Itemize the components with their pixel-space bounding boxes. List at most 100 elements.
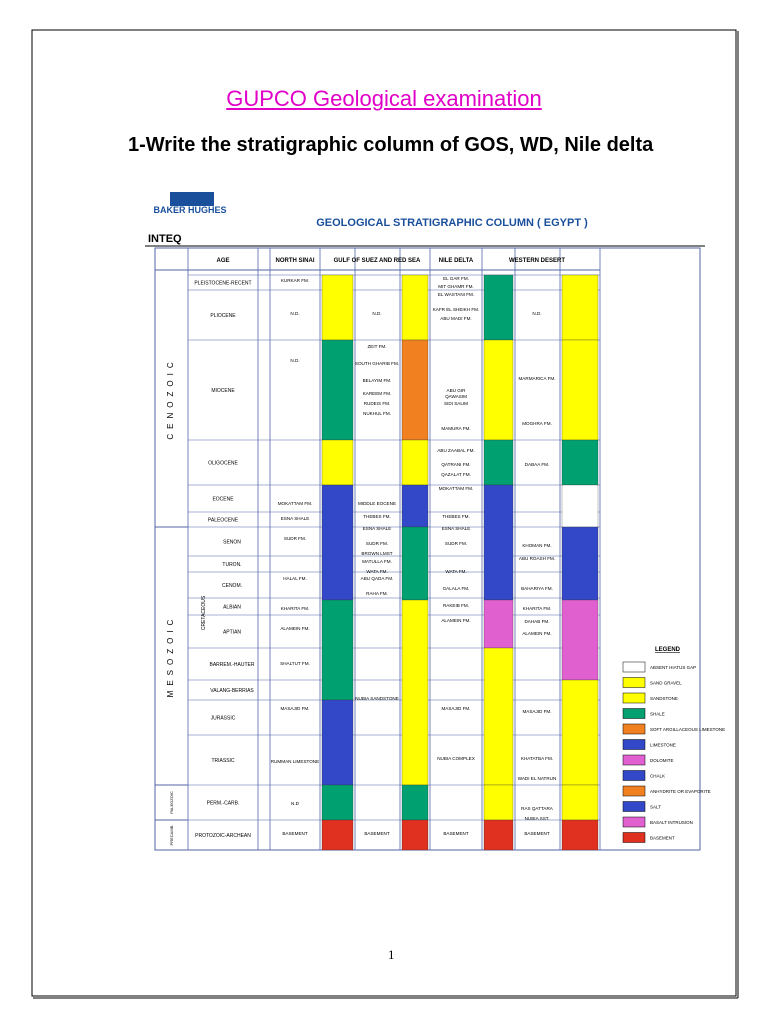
lithology-block [321, 484, 354, 601]
formation: ALAMEIN FM. [522, 631, 551, 636]
formation: ESNA SHALE [363, 526, 392, 531]
era-label: PRECAMB. [169, 825, 174, 846]
lithology-block [483, 599, 514, 649]
formation: SHALTUT FM. [280, 661, 310, 666]
age-label: CENOM. [222, 583, 242, 589]
formation: SUDR FM. [366, 541, 388, 546]
formation: BASEMENT [524, 831, 549, 836]
lithology-block [483, 484, 514, 601]
age-label: PLIOCENE [210, 313, 236, 319]
column-header: NORTH SINAI [276, 258, 315, 264]
formation: DAHAB FM. [524, 619, 549, 624]
lithology-block [483, 439, 514, 486]
age-label: SENON [223, 540, 241, 546]
lithology-block [561, 439, 599, 486]
legend-label: ANHYDRITE OR EVAPORITE [650, 789, 711, 794]
legend-label: SOFT ARGILLACEOUS LIMESTONE [650, 727, 725, 732]
lithology-block [401, 819, 429, 851]
age-label: TRIASSIC [211, 758, 234, 764]
legend-label: DOLOMITE [650, 758, 674, 763]
age-label: EOCENE [212, 497, 234, 503]
lithology-block [401, 439, 429, 486]
age-label: PALEOCENE [208, 518, 239, 524]
formation: RAKEIB FM. [443, 603, 469, 608]
legend-swatch [622, 754, 646, 766]
formation: ESNA SHALE [281, 516, 310, 521]
formation: WATA FM. [445, 569, 466, 574]
legend-swatch [622, 677, 646, 688]
formation: SOUTH GHARIB FM. [355, 361, 399, 366]
formation: KAREEM FM. [363, 391, 392, 396]
formation: MARMARICA FM. [518, 376, 555, 381]
formation: ABU ROASH FM. [519, 556, 555, 561]
legend-label: LIMESTONE [650, 743, 676, 748]
formation: MATULLA FM. [362, 559, 392, 564]
legend-swatch [622, 832, 646, 843]
legend-label: SAND GRAVEL [650, 681, 682, 686]
formation: BASEMENT [282, 831, 307, 836]
lithology-block [321, 339, 354, 441]
formation: NUBIA SST. [525, 816, 550, 821]
formation: SIDI SALIM [444, 401, 468, 406]
formation: MOKATTAM FM. [439, 486, 474, 491]
formation: MASAJID FM. [522, 709, 551, 714]
formation: KHARITA FM. [523, 606, 552, 611]
column-header: WESTERN DESERT [509, 258, 565, 264]
age-label: BARREM.-HAUTER [209, 662, 254, 668]
formation: ALAMEIN FM. [441, 618, 470, 623]
age-label: VALANG-BERRIAS [210, 688, 254, 694]
formation: ESNA SHALE [442, 526, 471, 531]
formation: DABAA FM. [525, 462, 550, 467]
legend-label: SANDSTONE [650, 696, 678, 701]
formation: KHATATBA FM. [521, 756, 553, 761]
formation: BROWN LMST [361, 551, 392, 556]
lithology-block [483, 647, 514, 786]
formation: QATRANI FM. [441, 462, 470, 467]
age-label: MIOCENE [211, 388, 235, 394]
age-label: PLEISTOCENE-RECENT [194, 281, 251, 287]
formation: MIDDLE EOCENE [358, 501, 396, 506]
formation: RAHA FM. [366, 591, 388, 596]
formation: MAMURA FM. [441, 426, 470, 431]
legend-swatch [622, 801, 646, 812]
age-label: PERM.-CARB. [207, 801, 240, 807]
age-label: TURON. [222, 562, 241, 568]
formation: MOKATTAM FM. [278, 501, 313, 506]
formation: SUDR FM. [445, 541, 467, 546]
legend-swatch [622, 739, 646, 750]
lithology-block [561, 819, 599, 851]
age-label: PROTOZOIC-ARCHEAN [195, 833, 251, 839]
formation: KURKAR FM. [281, 278, 309, 283]
lithology-block [483, 339, 514, 441]
legend-label: BASALT INTRUSION [650, 820, 693, 825]
lithology-block [321, 784, 354, 821]
age-label: JURASSIC [211, 716, 236, 722]
lithology-block [483, 784, 514, 821]
lithology-block [561, 526, 599, 601]
formation: GALALA FM. [443, 586, 470, 591]
lithology-block [321, 819, 354, 851]
lithology-block [321, 439, 354, 486]
formation: NUBIA SANDSTONE [355, 696, 399, 701]
formation: ABU GIR [447, 388, 467, 393]
legend-label: SHALE [650, 712, 665, 717]
lithology-block [321, 274, 354, 341]
lithology-block [321, 599, 354, 701]
formation: ABU MADI FM. [440, 316, 471, 321]
formation: KHOMAN FM. [522, 543, 551, 548]
formation: WATA FM. [366, 569, 387, 574]
page-number: 1 [388, 947, 395, 962]
lithology-block [561, 599, 599, 681]
lithology-block [401, 784, 429, 821]
column-header: NILE DELTA [439, 258, 474, 264]
formation: ABU ZAABAL FM. [437, 448, 474, 453]
formation: N.D. [532, 311, 541, 316]
formation: MASAJID FM. [280, 706, 309, 711]
lithology-block [483, 819, 514, 851]
legend-swatch [622, 692, 646, 704]
legend-swatch [622, 785, 646, 797]
lithology-block [321, 699, 354, 786]
